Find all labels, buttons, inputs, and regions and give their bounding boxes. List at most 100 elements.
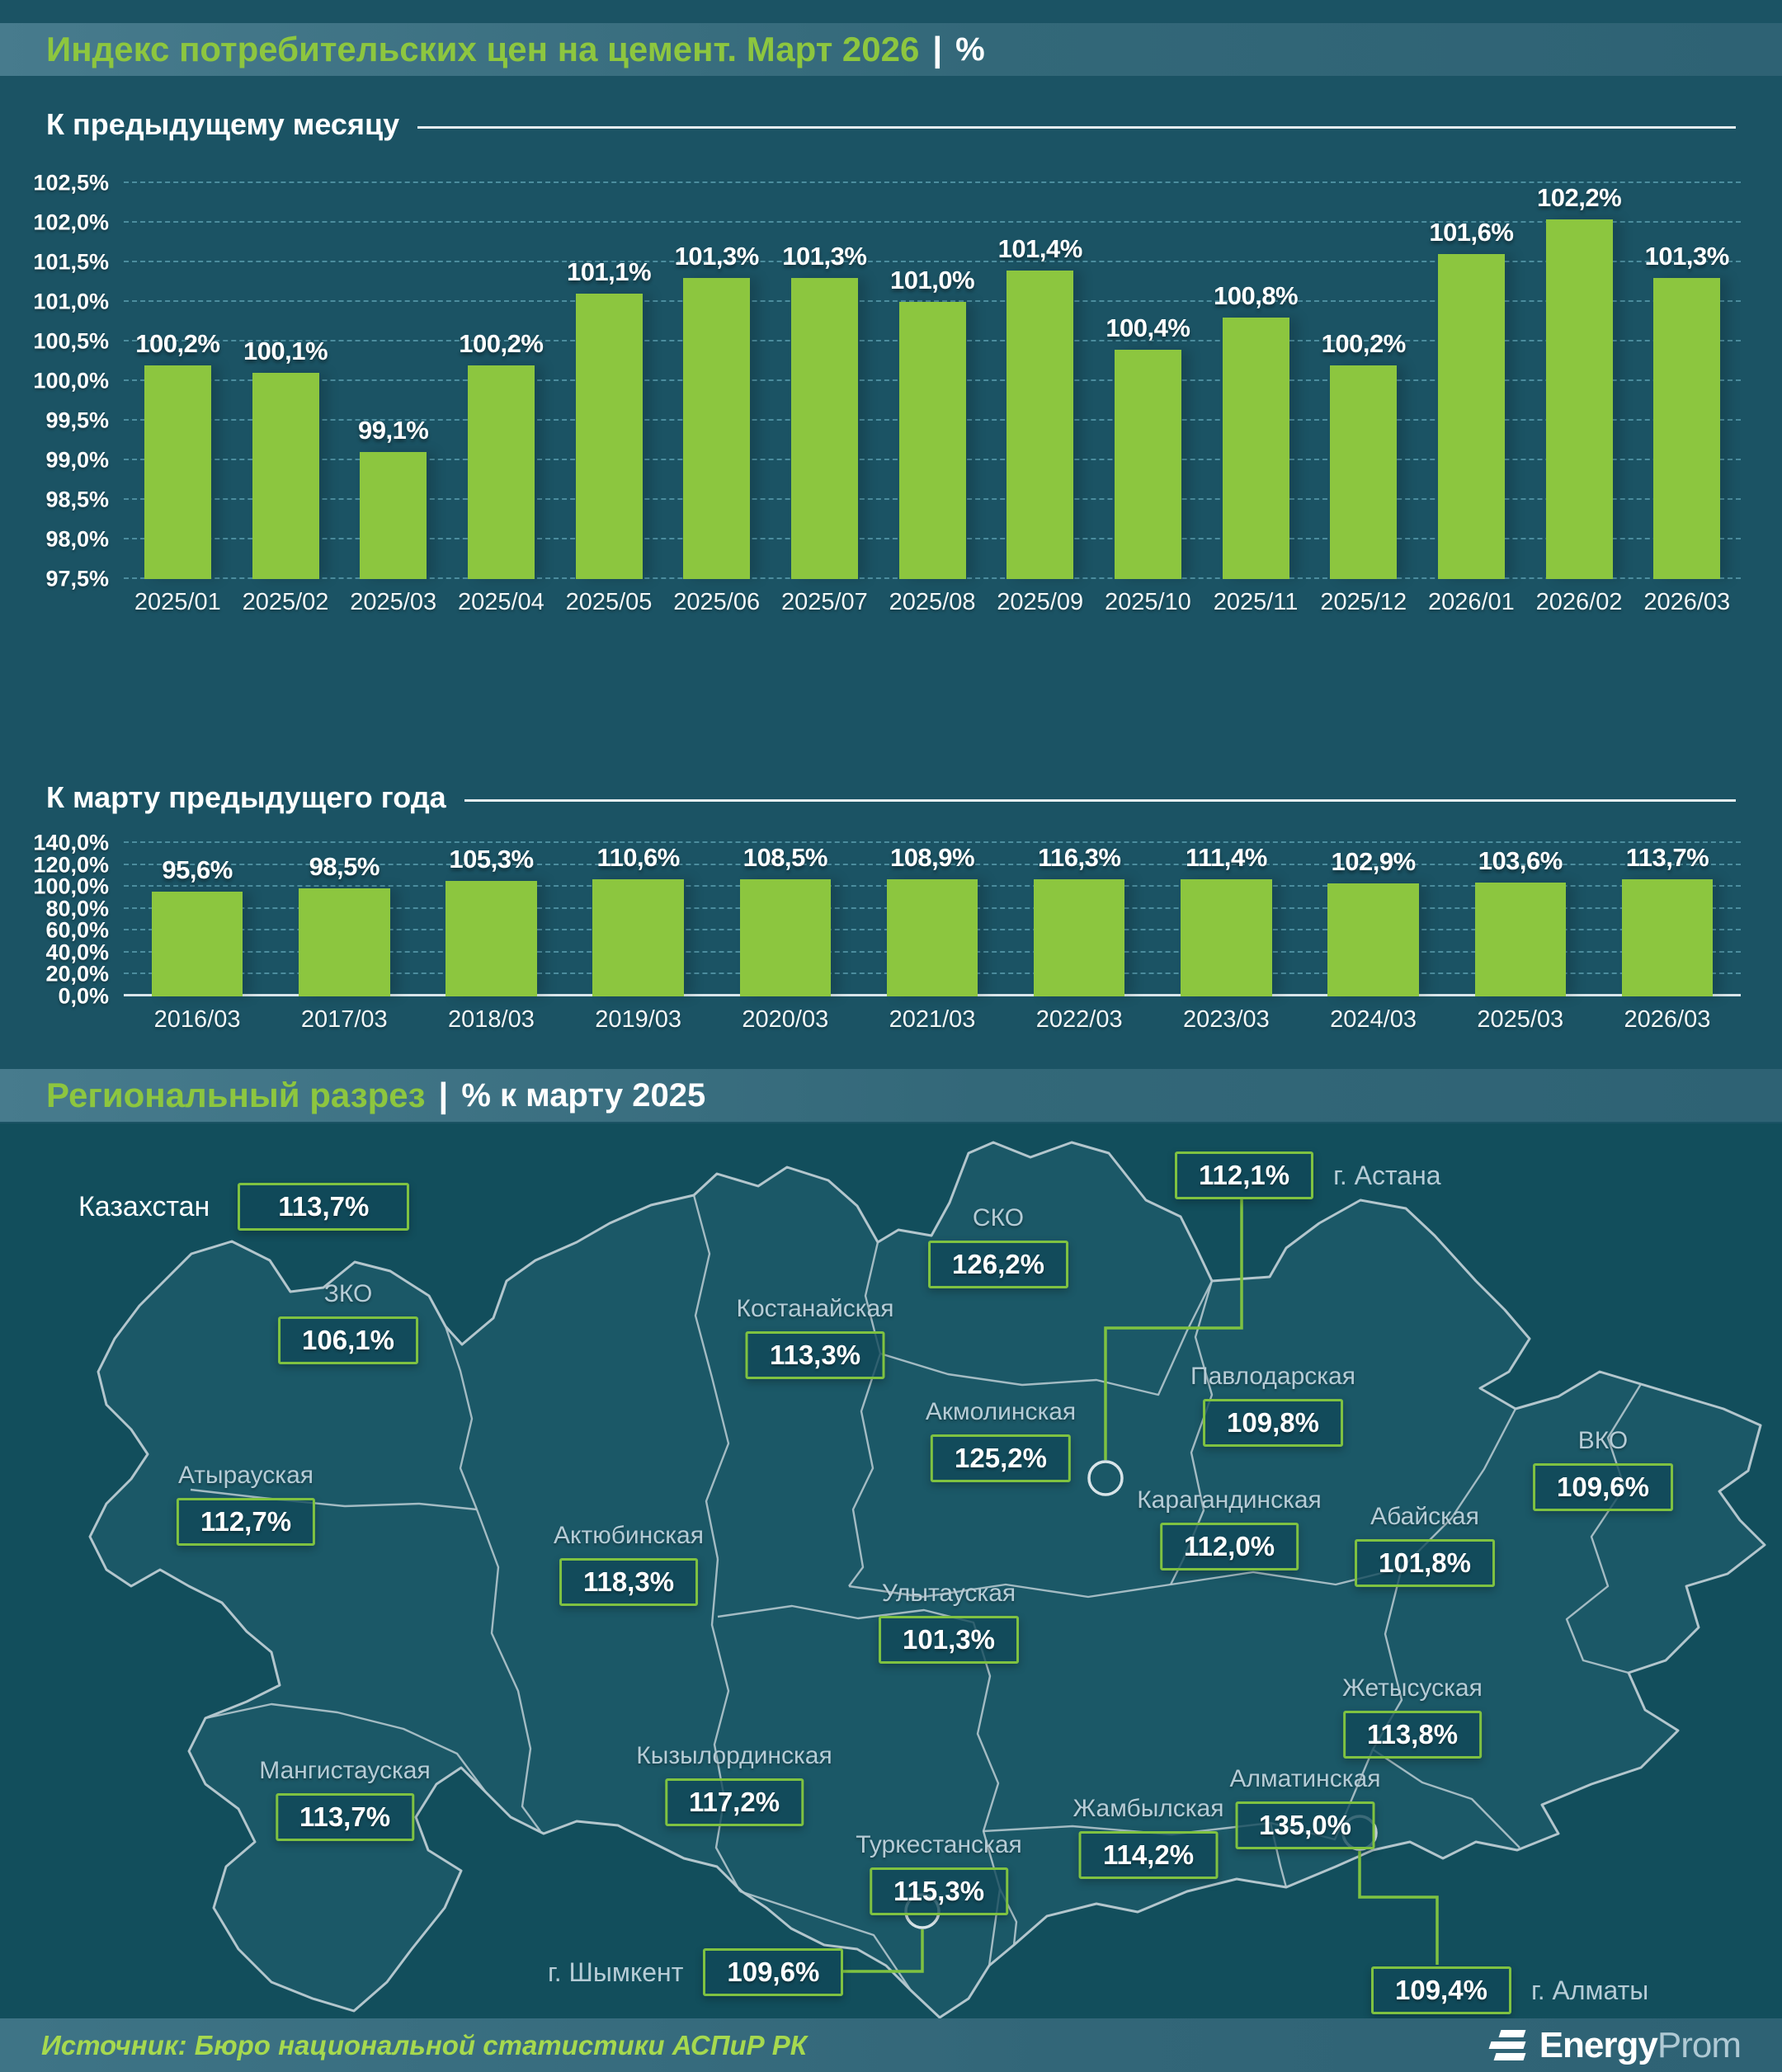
- map-canvas: [88, 1141, 1766, 2018]
- region-value-box: 101,3%: [879, 1616, 1019, 1664]
- y-tick-label: 99,0%: [45, 447, 109, 473]
- bar-value-label: 105,3%: [449, 845, 534, 874]
- region-name: Акмолинская: [925, 1398, 1077, 1425]
- y-tick-label: 98,5%: [45, 487, 109, 512]
- country-name: Казахстан: [78, 1190, 210, 1222]
- footer: Источник: Бюро национальной статистики А…: [0, 2018, 1782, 2072]
- energyprom-icon: [1488, 2030, 1526, 2060]
- bar-value-label: 108,5%: [742, 843, 828, 872]
- region-name: Мангистауская: [259, 1757, 431, 1784]
- x-tick-label: 2025/03: [350, 589, 437, 615]
- x-tick-label: 2026/01: [1427, 589, 1515, 615]
- bar: [1222, 318, 1289, 579]
- x-tick-label: 2019/03: [595, 1006, 682, 1033]
- region-name: Павлодарская: [1190, 1363, 1355, 1390]
- region-value-box: 117,2%: [664, 1778, 804, 1826]
- bar-group: 102,2%: [1525, 183, 1634, 579]
- bar: [1653, 278, 1721, 579]
- region-value-box: 113,3%: [745, 1331, 885, 1379]
- bars: 95,6% 98,5% 105,3% 110,6% 108,5% 108,9% 116,3%…: [124, 843, 1741, 996]
- bar: [360, 452, 427, 579]
- region-name: Карагандинская: [1137, 1486, 1322, 1514]
- region-name: СКО: [972, 1204, 1025, 1231]
- region-value-box: 113,8%: [1342, 1711, 1483, 1759]
- bar-group: 102,9%: [1300, 843, 1447, 996]
- region-callout: Костанайская 113,3%: [736, 1295, 894, 1379]
- y-tick-label: 100,0%: [33, 874, 109, 899]
- kazakhstan-map: Казахстан 113,7% 112,1% г. Астана 109,4%…: [0, 1123, 1782, 2018]
- y-tick-label: 98,0%: [45, 526, 109, 552]
- bar-value-label: 103,6%: [1478, 846, 1563, 876]
- region-name: Жамбылская: [1072, 1795, 1224, 1822]
- region-callout: Павлодарская 109,8%: [1190, 1363, 1355, 1447]
- plot-area: 140,0% 120,0% 100,0% 80,0% 60,0% 40,0% 20,0% 0,…: [33, 831, 1741, 1009]
- title-band: Индекс потребительских цен на цемент. Ма…: [0, 23, 1782, 76]
- region-value-box: 126,2%: [928, 1241, 1068, 1288]
- bar: [144, 365, 211, 579]
- bar-group: 100,2%: [1309, 183, 1417, 579]
- y-tick-label: 100,0%: [33, 368, 109, 393]
- region-name: Улытауская: [881, 1580, 1016, 1607]
- x-tick-label: 2018/03: [448, 1006, 535, 1033]
- bars: 100,2% 100,1% 99,1% 100,2% 101,1% 101,3% 101,3…: [124, 183, 1741, 579]
- bar: [739, 879, 832, 996]
- bar-group: 103,6%: [1447, 843, 1594, 996]
- bar: [683, 278, 751, 579]
- bar-group: 113,7%: [1594, 843, 1741, 996]
- bar-value-label: 101,3%: [1644, 242, 1730, 271]
- gridline: [124, 221, 1741, 223]
- region-value-box: 114,2%: [1078, 1831, 1219, 1879]
- region-name: Алматинская: [1229, 1765, 1381, 1792]
- bar-group: 116,3%: [1006, 843, 1153, 996]
- bar-group: 101,3%: [1633, 183, 1741, 579]
- bar: [790, 278, 858, 579]
- x-tick-label: 2025/01: [134, 589, 221, 615]
- bar: [299, 888, 390, 996]
- astana-connector-line: [1104, 1198, 1243, 1460]
- region-callout: Алматинская 135,0%: [1229, 1765, 1381, 1849]
- region-callout: Улытауская 101,3%: [879, 1580, 1019, 1664]
- region-name: Актюбинская: [554, 1522, 704, 1549]
- y-tick-label: 102,0%: [33, 210, 109, 235]
- bar-group: 98,5%: [271, 843, 417, 996]
- bar-value-label: 100,2%: [459, 328, 544, 358]
- region-value-box: 118,3%: [559, 1558, 699, 1606]
- x-tick-label: 2025/06: [673, 589, 761, 615]
- bar-value-label: 111,4%: [1186, 843, 1267, 872]
- bar: [1033, 879, 1125, 996]
- bar-value-label: 101,6%: [1429, 218, 1514, 247]
- x-tick-label: 2026/02: [1535, 589, 1623, 615]
- bar-value-label: 108,9%: [889, 843, 975, 872]
- region-callout: Жетысуская 113,8%: [1342, 1674, 1483, 1759]
- bar-group: 100,2%: [124, 183, 232, 579]
- city-name: г. Алматы: [1530, 1975, 1649, 2005]
- x-axis: 2025/01 2025/02 2025/03 2025/04 2025/05 2025/…: [124, 589, 1741, 616]
- region-callout: Актюбинская 118,3%: [554, 1522, 704, 1606]
- y-tick-label: 102,5%: [33, 170, 109, 195]
- bar-value-label: 101,3%: [674, 242, 760, 271]
- region-name: Атырауская: [177, 1462, 314, 1489]
- bar: [1181, 879, 1272, 996]
- energyprom-logo: EnergyProm: [1488, 2025, 1742, 2066]
- region-value-box: 112,7%: [176, 1498, 316, 1546]
- bar-group: 101,0%: [879, 183, 987, 579]
- region-name: ЗКО: [323, 1280, 373, 1307]
- region-value-box: 109,6%: [1533, 1463, 1673, 1511]
- region-callout: Жамбылская 114,2%: [1072, 1795, 1224, 1879]
- bar-group: 100,1%: [232, 183, 340, 579]
- x-tick-label: 2022/03: [1035, 1006, 1123, 1033]
- y-tick-label: 20,0%: [45, 961, 109, 987]
- region-name: Жетысуская: [1342, 1674, 1483, 1702]
- region-name: Костанайская: [736, 1295, 894, 1322]
- region-callout: Кызылординская 117,2%: [636, 1742, 832, 1826]
- bar: [1327, 883, 1419, 996]
- x-tick-label: 2023/03: [1182, 1006, 1270, 1033]
- bar-group: 101,3%: [662, 183, 771, 579]
- bar-group: 111,4%: [1153, 843, 1299, 996]
- region-callout: СКО 126,2%: [928, 1204, 1068, 1288]
- bar: [1474, 883, 1567, 996]
- y-tick-label: 40,0%: [45, 939, 109, 965]
- region-callout: Туркестанская 115,3%: [856, 1831, 1022, 1915]
- bar-value-label: 101,1%: [566, 257, 652, 287]
